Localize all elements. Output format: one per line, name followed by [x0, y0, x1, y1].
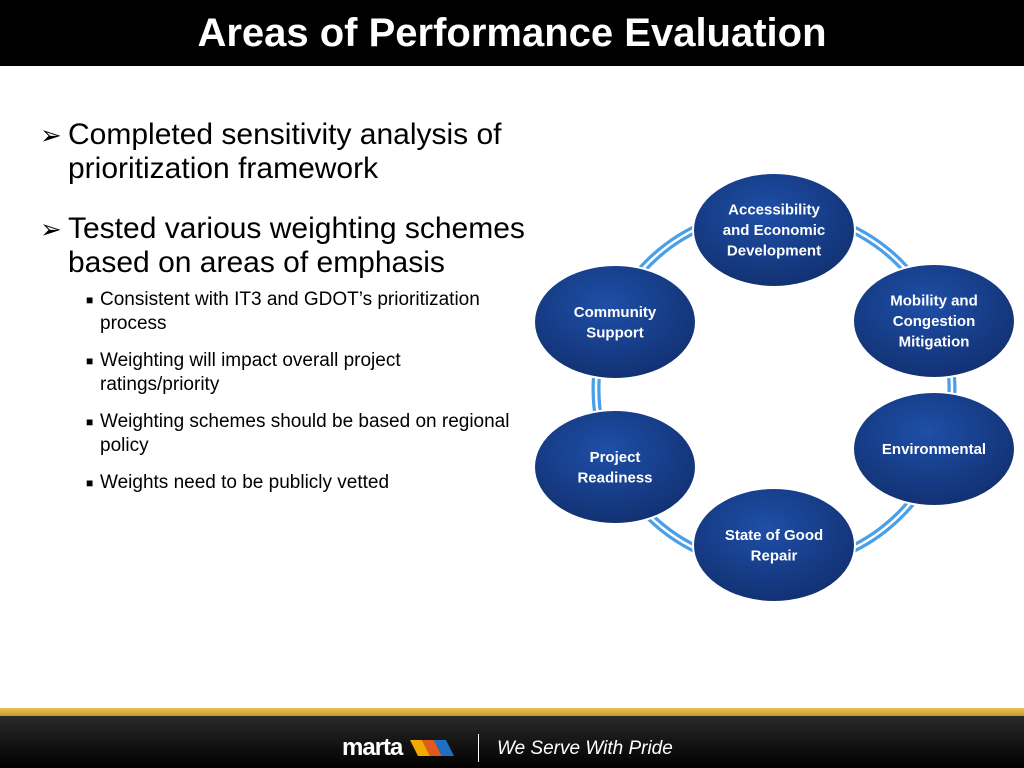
node-label: Environmental	[882, 441, 986, 458]
square-bullet-icon: ■	[86, 415, 94, 429]
sub-bullet-text: Weights need to be publicly vetted	[100, 472, 390, 493]
footer-gold-stripe	[0, 708, 1024, 716]
bullet-item: ➢ Completed sensitivity analysis of prio…	[40, 118, 540, 186]
node-label: Support	[586, 324, 644, 341]
node-label: Project	[590, 449, 641, 466]
node-label: Congestion	[893, 313, 976, 330]
bullet-item: ➢ Tested various weighting schemes based…	[40, 212, 540, 280]
node-label: Community	[574, 304, 657, 321]
node-environmental: Environmental	[852, 391, 1016, 507]
bullet-text: Completed sensitivity analysis of priori…	[68, 118, 502, 185]
bullet-text: Tested various weighting schemes based o…	[68, 212, 525, 279]
slide-title: Areas of Performance Evaluation	[197, 10, 827, 55]
arrow-bullet-icon: ➢	[40, 120, 62, 150]
sub-bullet-item: ■ Weights need to be publicly vetted	[86, 471, 540, 495]
node-label: Mitigation	[899, 334, 970, 351]
sub-bullet-text: Consistent with IT3 and GDOT’s prioritiz…	[100, 289, 480, 334]
node-label: State of Good	[725, 527, 823, 544]
arrow-bullet-icon: ➢	[40, 214, 62, 244]
square-bullet-icon: ■	[86, 354, 94, 368]
square-bullet-icon: ■	[86, 293, 94, 307]
node-accessibility: Accessibility and Economic Development	[692, 172, 856, 288]
node-ellipse	[852, 391, 1016, 507]
cycle-diagram: Accessibility and Economic Development Mobi…	[533, 172, 1016, 603]
node-label: Accessibility	[728, 202, 820, 219]
node-project-readiness: Project Readiness	[533, 409, 697, 525]
node-ellipse	[692, 172, 856, 288]
node-label: and Economic	[723, 222, 826, 239]
node-label: Readiness	[577, 469, 652, 486]
sub-bullet-text: Weighting will impact overall project ra…	[100, 350, 401, 395]
node-label: Repair	[751, 547, 798, 564]
square-bullet-icon: ■	[86, 476, 94, 490]
node-community-support: Community Support	[533, 264, 697, 380]
node-ellipse	[852, 263, 1016, 379]
node-ellipse	[533, 409, 697, 525]
title-bar: Areas of Performance Evaluation	[0, 0, 1024, 66]
footer-tagline: We Serve With Pride	[497, 738, 673, 759]
sub-bullet-item: ■ Weighting will impact overall project …	[86, 349, 540, 397]
node-label: Development	[727, 243, 821, 260]
node-ellipse	[692, 487, 856, 603]
footer-bar	[0, 716, 1024, 768]
footer-divider	[478, 734, 479, 762]
sub-bullet-item: ■ Weighting schemes should be based on r…	[86, 410, 540, 458]
bullet-content: ➢ Completed sensitivity analysis of prio…	[40, 118, 540, 508]
sub-bullet-text: Weighting schemes should be based on reg…	[100, 411, 510, 456]
sub-bullet-list: ■ Consistent with IT3 and GDOT’s priorit…	[86, 288, 540, 495]
node-state-of-good-repair: State of Good Repair	[692, 487, 856, 603]
node-label: Mobility and	[890, 293, 978, 310]
node-mobility: Mobility and Congestion Mitigation	[852, 263, 1016, 379]
marta-logo-stripes-icon	[410, 740, 454, 756]
node-ellipse	[533, 264, 697, 380]
marta-logo: marta	[342, 734, 403, 761]
sub-bullet-item: ■ Consistent with IT3 and GDOT’s priorit…	[86, 288, 540, 336]
